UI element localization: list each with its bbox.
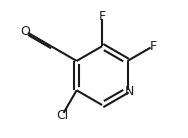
Text: N: N [125,85,135,98]
Text: F: F [150,39,157,53]
Text: F: F [99,10,106,23]
Text: O: O [20,25,30,38]
Text: Cl: Cl [56,109,68,122]
